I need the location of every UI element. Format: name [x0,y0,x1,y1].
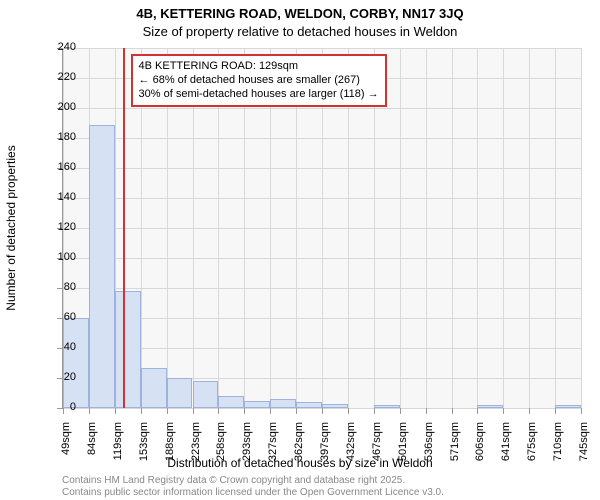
x-tick-label: 258sqm [215,422,227,472]
annotation-box: 4B KETTERING ROAD: 129sqm← 68% of detach… [131,54,387,107]
reference-line [123,48,125,408]
chart-title-main: 4B, KETTERING ROAD, WELDON, CORBY, NN17 … [0,6,600,21]
x-tick-label: 432sqm [345,422,357,472]
y-tick-label: 40 [36,341,76,353]
x-tick-label: 710sqm [552,422,564,472]
histogram-bar [555,405,581,408]
x-tick-label: 293sqm [241,422,253,472]
x-tick [477,408,478,414]
histogram-bar [296,402,322,408]
footer-line-2: Contains public sector information licen… [62,487,444,498]
histogram-bar [89,125,115,409]
histogram-bar [63,318,89,408]
histogram-bar [244,401,270,409]
x-tick-label: 641sqm [500,422,512,472]
x-tick-label: 397sqm [319,422,331,472]
y-tick-label: 20 [36,371,76,383]
plot-area: 4B KETTERING ROAD: 129sqm← 68% of detach… [62,48,581,409]
histogram-bar [374,405,400,408]
x-tick-label: 188sqm [164,422,176,472]
x-tick [244,408,245,414]
histogram-bar [270,399,296,408]
gridline-v [452,48,453,408]
x-tick-label: 223sqm [190,422,202,472]
y-tick-label: 100 [36,251,76,263]
x-tick-label: 362sqm [293,422,305,472]
footer-line-1: Contains HM Land Registry data © Crown c… [62,475,405,486]
x-tick-label: 536sqm [423,422,435,472]
x-tick-label: 84sqm [86,422,98,472]
x-tick-label: 49sqm [60,422,72,472]
x-tick [529,408,530,414]
y-tick-label: 120 [36,221,76,233]
chart-title-sub: Size of property relative to detached ho… [0,24,600,39]
x-tick [348,408,349,414]
x-tick [296,408,297,414]
x-tick-label: 606sqm [474,422,486,472]
y-tick-label: 220 [36,71,76,83]
x-tick [89,408,90,414]
x-tick [555,408,556,414]
x-tick [452,408,453,414]
y-axis-title: Number of detached properties [4,145,18,310]
x-tick [193,408,194,414]
x-tick [503,408,504,414]
y-tick-label: 0 [36,401,76,413]
gridline-v [426,48,427,408]
gridline-v [503,48,504,408]
x-tick [374,408,375,414]
x-tick [141,408,142,414]
x-tick [167,408,168,414]
gridline-v [529,48,530,408]
y-tick-label: 180 [36,131,76,143]
histogram-bar [193,381,219,408]
x-tick [400,408,401,414]
x-tick-label: 327sqm [267,422,279,472]
x-tick-label: 119sqm [112,422,124,472]
annotation-line: 30% of semi-detached houses are larger (… [139,88,379,102]
x-tick [270,408,271,414]
gridline-v [581,48,582,408]
x-tick [115,408,116,414]
chart-container: 4B, KETTERING ROAD, WELDON, CORBY, NN17 … [0,0,600,500]
y-tick-label: 160 [36,161,76,173]
histogram-bar [322,404,348,409]
gridline-v [400,48,401,408]
y-tick-label: 60 [36,311,76,323]
annotation-line: ← 68% of detached houses are smaller (26… [139,74,379,88]
histogram-bar [167,378,193,408]
x-tick-label: 501sqm [397,422,409,472]
x-tick-label: 675sqm [526,422,538,472]
x-tick-label: 153sqm [138,422,150,472]
x-tick [426,408,427,414]
histogram-bar [115,291,141,408]
histogram-bar [141,368,167,409]
gridline-v [477,48,478,408]
x-tick [322,408,323,414]
histogram-bar [218,396,244,408]
x-tick [218,408,219,414]
x-tick-label: 467sqm [371,422,383,472]
gridline-v [555,48,556,408]
x-tick-label: 745sqm [578,422,590,472]
y-tick-label: 240 [36,41,76,53]
annotation-line: 4B KETTERING ROAD: 129sqm [139,60,379,74]
x-tick [581,408,582,414]
x-tick-label: 571sqm [449,422,461,472]
y-tick-label: 140 [36,191,76,203]
histogram-bar [477,405,503,408]
y-tick-label: 80 [36,281,76,293]
y-tick-label: 200 [36,101,76,113]
